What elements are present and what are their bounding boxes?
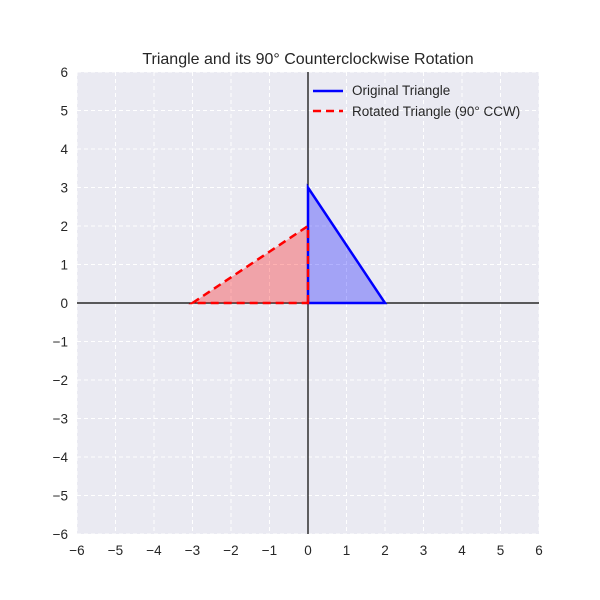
y-tick-label: 5 [60,104,68,119]
y-tick-label: 4 [60,142,68,157]
y-tick-label: −6 [53,527,68,542]
x-tick-label: 1 [343,543,351,558]
x-tick-label: −4 [146,543,162,558]
y-tick-label: 2 [60,219,68,234]
legend: Original Triangle Rotated Triangle (90° … [313,83,520,119]
x-tick-label: 3 [420,543,428,558]
y-axis-ticks: 6 5 4 3 2 1 0 −1 −2 −3 −4 −5 −6 [53,65,69,542]
rotated-triangle-outline [188,223,310,305]
x-tick-label: 2 [381,543,389,558]
y-tick-label: −1 [53,335,68,350]
x-tick-label: 0 [304,543,312,558]
y-tick-label: −5 [53,489,68,504]
x-tick-label: −5 [108,543,123,558]
y-tick-label: 3 [60,181,68,196]
legend-label-original: Original Triangle [352,83,450,98]
legend-label-rotated: Rotated Triangle (90° CCW) [352,104,520,119]
x-tick-label: −6 [69,543,84,558]
x-tick-label: −1 [262,543,277,558]
x-tick-label: 4 [458,543,466,558]
x-tick-label: 5 [497,543,505,558]
y-tick-label: −4 [53,450,69,465]
y-tick-label: 0 [60,296,68,311]
chart-title: Triangle and its 90° Counterclockwise Ro… [142,51,473,68]
x-tick-label: 6 [535,543,543,558]
y-tick-label: 6 [60,65,68,80]
x-tick-label: −2 [223,543,238,558]
x-tick-label: −3 [185,543,200,558]
x-axis-ticks: −6 −5 −4 −3 −2 −1 0 1 2 3 4 5 6 [69,543,542,558]
triangles [188,183,388,305]
y-tick-label: −2 [53,373,68,388]
y-tick-label: 1 [60,258,68,273]
y-tick-label: −3 [53,412,68,427]
